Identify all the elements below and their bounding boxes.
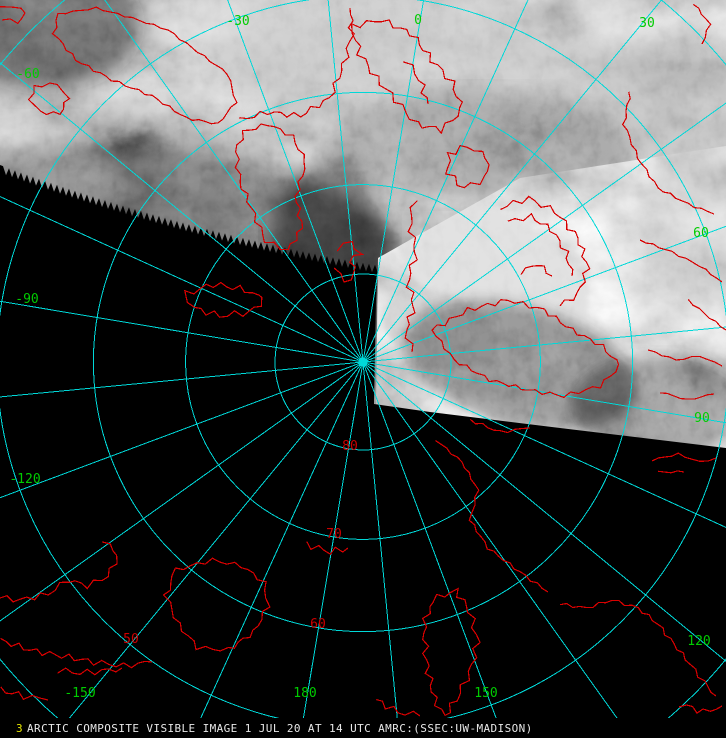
meridian-line-135 [362, 361, 619, 719]
coastline-segment [350, 19, 464, 135]
meridian-line-150 [362, 361, 497, 719]
latitude-label-70: 70 [326, 527, 342, 542]
meridian-line--165 [199, 361, 364, 719]
caption-background [0, 718, 726, 738]
coastline-segment [306, 541, 349, 556]
longitude-label--90: -90 [15, 292, 38, 307]
latitude-circle-60 [92, 91, 634, 633]
meridian-line-105 [362, 361, 726, 528]
coastline-segment [659, 392, 715, 400]
longitude-label-90: 90 [694, 411, 710, 426]
meridian-line-30 [362, 0, 663, 363]
caption-text: 3 ARCTIC COMPOSITE VISIBLE IMAGE 1 JUL 20… [16, 722, 533, 735]
meridian-line--75 [0, 196, 364, 363]
meridian-line-90 [362, 361, 726, 424]
caption-title: ARCTIC COMPOSITE VISIBLE IMAGE 1 JUL 20 … [27, 722, 533, 735]
coastline-segment [0, 637, 153, 669]
meridian-line-120 [362, 361, 726, 662]
longitude-label-150: 150 [474, 686, 497, 701]
coastline-segment [693, 4, 712, 45]
coastline-segment [234, 123, 306, 251]
coastline-segment [507, 212, 574, 277]
longitude-label--150: -150 [64, 686, 95, 701]
coastline-segment [183, 281, 263, 318]
longitude-label-120: 120 [687, 634, 710, 649]
map-labels-layer: -30 0 30 -60 -90 -120 -150 180 150 120 90 60 80 70 60 5… [9, 13, 710, 701]
coastline-segment [239, 7, 356, 120]
coastline-segment [687, 299, 726, 331]
coastline-segment [639, 239, 723, 283]
coastline-segment [520, 265, 553, 277]
latitude-label-50: 50 [123, 632, 139, 647]
caption-channel-number: 3 [16, 722, 23, 735]
longitude-label-60: 60 [693, 226, 709, 241]
meridian-line--30 [227, 0, 364, 363]
meridian-line--150 [68, 361, 364, 719]
coastline-segment [57, 667, 123, 676]
meridian-line--105 [0, 361, 364, 398]
meridian-line--60 [0, 62, 364, 363]
coastline-segment [621, 91, 715, 215]
meridian-line--90 [0, 300, 364, 363]
latitude-label-80: 80 [342, 439, 358, 454]
coastline-segment [0, 541, 118, 603]
coastline-segment [376, 699, 421, 717]
coastline-segment [500, 195, 591, 307]
meridian-line-75 [362, 326, 726, 363]
longitude-label--120: -120 [9, 472, 40, 487]
caption-bar: 3 ARCTIC COMPOSITE VISIBLE IMAGE 1 JUL 20… [0, 718, 726, 738]
coastline-segment [27, 82, 71, 116]
coastline-segment [333, 240, 365, 283]
coastline-segment [421, 587, 481, 717]
coastline-segment [404, 200, 418, 353]
coastline-segment [657, 470, 685, 474]
coastline-layer [0, 4, 726, 717]
longitude-label-30: 30 [639, 16, 655, 31]
meridian-line-15 [362, 0, 529, 363]
latitude-circle-70 [185, 184, 541, 540]
meridian-line-165 [362, 361, 398, 719]
coastline-segment [403, 61, 429, 105]
meridian-line-45 [362, 102, 726, 363]
coastline-segment [647, 349, 723, 367]
coastline-segment [678, 704, 723, 714]
longitude-label-180: 180 [293, 686, 316, 701]
coastline-segment [444, 144, 490, 189]
coastline-segment [51, 6, 238, 125]
meridian-line--45 [104, 0, 364, 363]
latitude-circle-80 [274, 273, 452, 451]
coastline-segment [162, 557, 271, 652]
coastline-segment [431, 299, 620, 399]
coastline-segment [651, 452, 717, 462]
coastline-segment [0, 6, 26, 25]
meridian-line-0 [362, 0, 425, 363]
coastline-segment [559, 599, 717, 697]
meridian-line--180 [302, 361, 364, 719]
latitude-label-60: 60 [310, 617, 326, 632]
coastline-segment [469, 418, 531, 434]
meridian-line--135 [0, 361, 364, 622]
meridian-line--120 [0, 361, 364, 499]
coastline-segment [435, 440, 549, 593]
longitude-label--30: -30 [226, 14, 249, 29]
meridian-line-60 [362, 225, 726, 363]
longitude-label--60: -60 [16, 67, 39, 82]
coastline-segment [0, 686, 49, 701]
longitude-label-0: 0 [414, 13, 422, 28]
